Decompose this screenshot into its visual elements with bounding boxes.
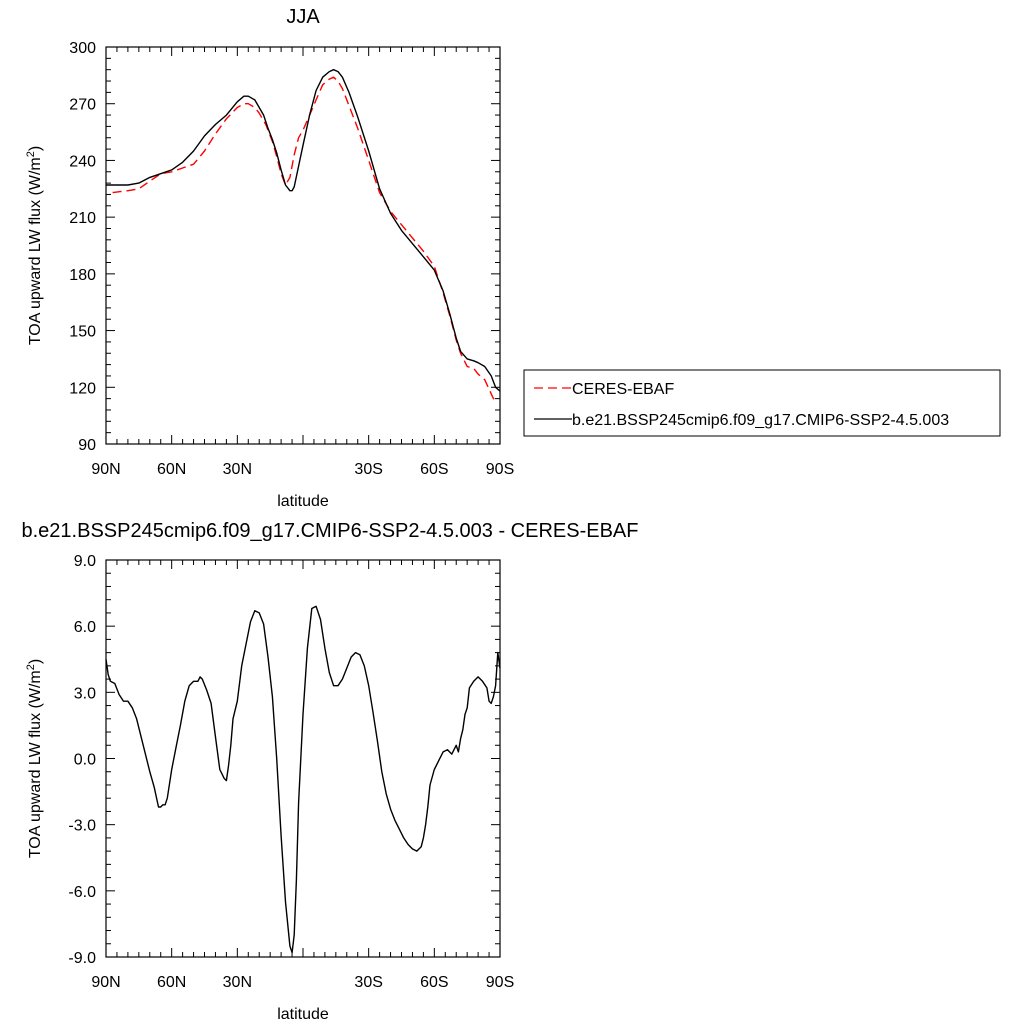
top-panel-x-axis-title: latitude <box>277 493 329 510</box>
legend-label-model: b.e21.BSSP245cmip6.f09_g17.CMIP6-SSP2-4.… <box>572 412 949 429</box>
y-tick-label-180: 180 <box>69 267 96 284</box>
series-line-bot-difference <box>105 605 501 954</box>
y-tick-label-3-0: -3.0 <box>68 818 96 835</box>
y-tick-label-9-0: 9.0 <box>74 553 96 570</box>
y-tick-label-300: 300 <box>69 40 96 57</box>
y-tick-label-9-0: -9.0 <box>68 950 96 967</box>
x-tick-label-60n: 60N <box>157 461 186 478</box>
x-tick-label-90s: 90S <box>486 461 514 478</box>
bottom-panel-series-group <box>105 605 501 954</box>
top-panel-x-axis: 90N 60N 30N 30S 60S 90S <box>91 47 514 478</box>
x-tick-label-30n: 30N <box>223 461 252 478</box>
x-tick-label-30s: 30S <box>354 461 382 478</box>
top-y-axis-title-tail: ) <box>27 146 44 151</box>
y-tick-label-6-0: -6.0 <box>68 884 96 901</box>
y-tick-label-210: 210 <box>69 210 96 227</box>
y-tick-label-270: 270 <box>69 97 96 114</box>
top-panel-frame <box>105 46 501 445</box>
y-tick-label-150: 150 <box>69 324 96 341</box>
top-panel-minor-ticks <box>106 47 500 444</box>
x-tick-label-60s: 60S <box>420 461 448 478</box>
top-panel-series-group <box>106 68 501 402</box>
bottom-y-axis-title-tail: ) <box>27 659 44 664</box>
bottom-panel-plot: b.e21.BSSP245cmip6.f09_g17.CMIP6-SSP2-4.… <box>22 520 639 1023</box>
top-panel-plot: JJA 90N 60N 30N 30S 60S 90S 90 120 150 180 210 240… <box>25 6 514 510</box>
y-tick-label-0-0: 0.0 <box>74 752 96 769</box>
bottom-y-axis-title-main: TOA upward LW flux (W/m <box>27 670 44 858</box>
bottom-panel-x-axis-title: latitude <box>277 1006 329 1023</box>
x-tick-label-90n: 90N <box>91 461 120 478</box>
legend-box <box>523 369 1001 437</box>
bottom-panel-minor-ticks <box>106 560 500 957</box>
x-tick-label-30s: 30S <box>354 974 382 991</box>
bottom-panel-title: b.e21.BSSP245cmip6.f09_g17.CMIP6-SSP2-4.… <box>22 520 639 542</box>
top-y-axis-title-superscript: 2 <box>25 151 37 157</box>
legend: CERES-EBAF b.e21.BSSP245cmip6.f09_g17.CM… <box>523 369 1001 437</box>
x-tick-label-90n: 90N <box>91 974 120 991</box>
bottom-y-axis-title-superscript: 2 <box>25 664 37 670</box>
series-line-ceres-ebaf <box>112 76 499 402</box>
bottom-panel-frame <box>105 559 501 958</box>
bottom-panel-y-axis-title: TOA upward LW flux (W/m2) <box>25 659 44 858</box>
y-tick-label-120: 120 <box>69 380 96 397</box>
series-line-b-e21-bssp245cmip6-f09-g17-cmip6-ssp2-4-5-003 <box>106 68 501 392</box>
top-y-axis-title-main: TOA upward LW flux (W/m <box>27 157 44 345</box>
top-panel-y-axis: 90 120 150 180 210 240 270 300 <box>69 40 500 454</box>
x-tick-label-60s: 60S <box>420 974 448 991</box>
bottom-panel-x-axis: 90N 60N 30N 30S 60S 90S <box>91 560 514 991</box>
y-tick-label-3-0: 3.0 <box>74 685 96 702</box>
top-panel-y-axis-title: TOA upward LW flux (W/m2) <box>25 146 44 345</box>
legend-label-ceres-ebaf: CERES-EBAF <box>572 381 674 398</box>
y-tick-label-6-0: 6.0 <box>74 619 96 636</box>
y-tick-label-90: 90 <box>78 437 96 454</box>
y-tick-label-240: 240 <box>69 153 96 170</box>
x-tick-label-90s: 90S <box>486 974 514 991</box>
x-tick-label-60n: 60N <box>157 974 186 991</box>
bottom-panel-y-axis: -9.0 -6.0 -3.0 0.0 3.0 6.0 9.0 <box>68 553 500 967</box>
x-tick-label-30n: 30N <box>223 974 252 991</box>
top-panel-title: JJA <box>286 6 320 28</box>
